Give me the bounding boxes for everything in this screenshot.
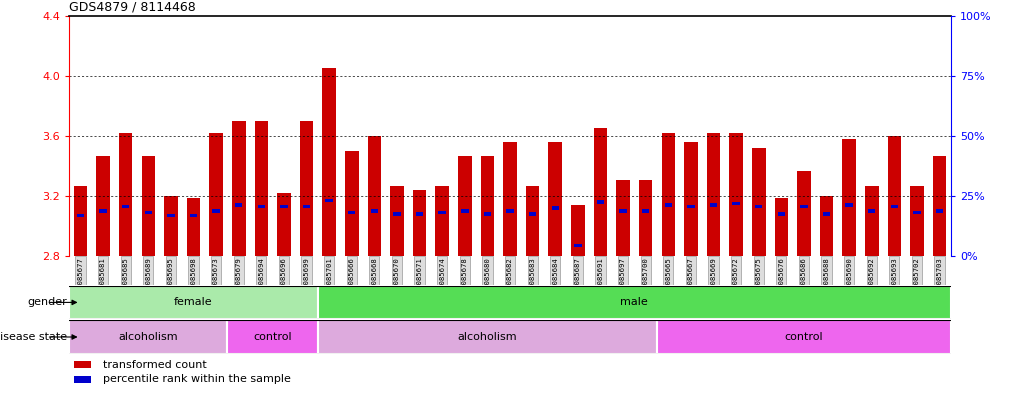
Bar <box>752 148 766 256</box>
Bar <box>69 320 228 354</box>
Bar <box>210 133 223 256</box>
Bar <box>484 213 491 216</box>
Bar <box>657 320 951 354</box>
Text: percentile rank within the sample: percentile rank within the sample <box>103 375 291 384</box>
Bar <box>775 198 788 256</box>
Bar <box>367 136 381 256</box>
Text: disease state: disease state <box>0 332 67 342</box>
Text: alcoholism: alcoholism <box>118 332 178 342</box>
Bar <box>348 211 356 214</box>
Bar <box>394 213 401 216</box>
Bar <box>318 286 951 319</box>
Bar <box>303 205 310 208</box>
Bar <box>322 68 336 256</box>
Text: control: control <box>253 332 292 342</box>
Bar <box>597 200 604 204</box>
Bar <box>800 205 807 208</box>
Bar <box>797 171 811 256</box>
Bar <box>278 193 291 256</box>
Text: gender: gender <box>27 298 67 307</box>
Bar <box>187 198 200 256</box>
Bar <box>639 180 653 256</box>
Bar <box>416 213 423 216</box>
Bar <box>551 206 559 210</box>
Bar <box>664 204 672 207</box>
Bar <box>778 213 785 216</box>
Bar <box>865 185 879 256</box>
Bar <box>845 204 853 207</box>
Bar <box>616 180 630 256</box>
Bar <box>435 185 448 256</box>
Bar <box>503 142 517 256</box>
Bar <box>167 214 175 217</box>
Bar <box>345 151 359 256</box>
Bar <box>122 205 129 208</box>
Bar <box>732 202 739 205</box>
Bar <box>842 139 856 256</box>
Bar <box>707 133 720 256</box>
Bar <box>164 196 178 256</box>
Bar <box>370 209 378 213</box>
Bar <box>438 211 445 214</box>
Bar <box>481 156 494 256</box>
Bar <box>413 190 426 256</box>
Bar <box>228 320 318 354</box>
Bar <box>281 205 288 208</box>
Bar <box>891 205 898 208</box>
Bar <box>575 244 582 247</box>
Bar <box>823 213 830 216</box>
Bar <box>684 142 698 256</box>
Bar <box>506 209 514 213</box>
Bar <box>661 133 675 256</box>
Bar <box>710 204 717 207</box>
Bar <box>97 156 110 256</box>
Bar <box>820 196 833 256</box>
Bar <box>729 133 742 256</box>
Bar <box>594 129 607 256</box>
Text: transformed count: transformed count <box>103 360 206 370</box>
Bar <box>687 205 695 208</box>
Bar <box>254 121 268 256</box>
Bar <box>391 185 404 256</box>
Text: control: control <box>785 332 823 342</box>
Bar <box>548 142 562 256</box>
Bar <box>910 185 923 256</box>
Bar <box>318 320 657 354</box>
Bar <box>190 214 197 217</box>
Bar <box>936 209 944 213</box>
Bar <box>529 213 536 216</box>
Bar <box>300 121 313 256</box>
Bar <box>119 133 132 256</box>
Bar <box>257 205 265 208</box>
Text: male: male <box>620 298 648 307</box>
Bar <box>642 209 650 213</box>
Bar <box>913 211 920 214</box>
Bar <box>619 209 626 213</box>
Bar <box>526 185 539 256</box>
Bar <box>73 376 92 383</box>
Bar <box>458 156 472 256</box>
Text: GDS4879 / 8114468: GDS4879 / 8114468 <box>69 0 196 13</box>
Bar <box>73 361 92 368</box>
Bar <box>144 211 152 214</box>
Bar <box>755 205 763 208</box>
Bar <box>232 121 245 256</box>
Bar <box>572 205 585 256</box>
Text: female: female <box>174 298 213 307</box>
Bar <box>213 209 220 213</box>
Bar <box>869 209 876 213</box>
Bar <box>76 214 84 217</box>
Text: alcoholism: alcoholism <box>458 332 518 342</box>
Bar <box>461 209 469 213</box>
Bar <box>69 286 318 319</box>
Bar <box>888 136 901 256</box>
Bar <box>73 185 87 256</box>
Bar <box>933 156 947 256</box>
Bar <box>235 204 242 207</box>
Bar <box>141 156 155 256</box>
Bar <box>325 199 333 202</box>
Bar <box>100 209 107 213</box>
